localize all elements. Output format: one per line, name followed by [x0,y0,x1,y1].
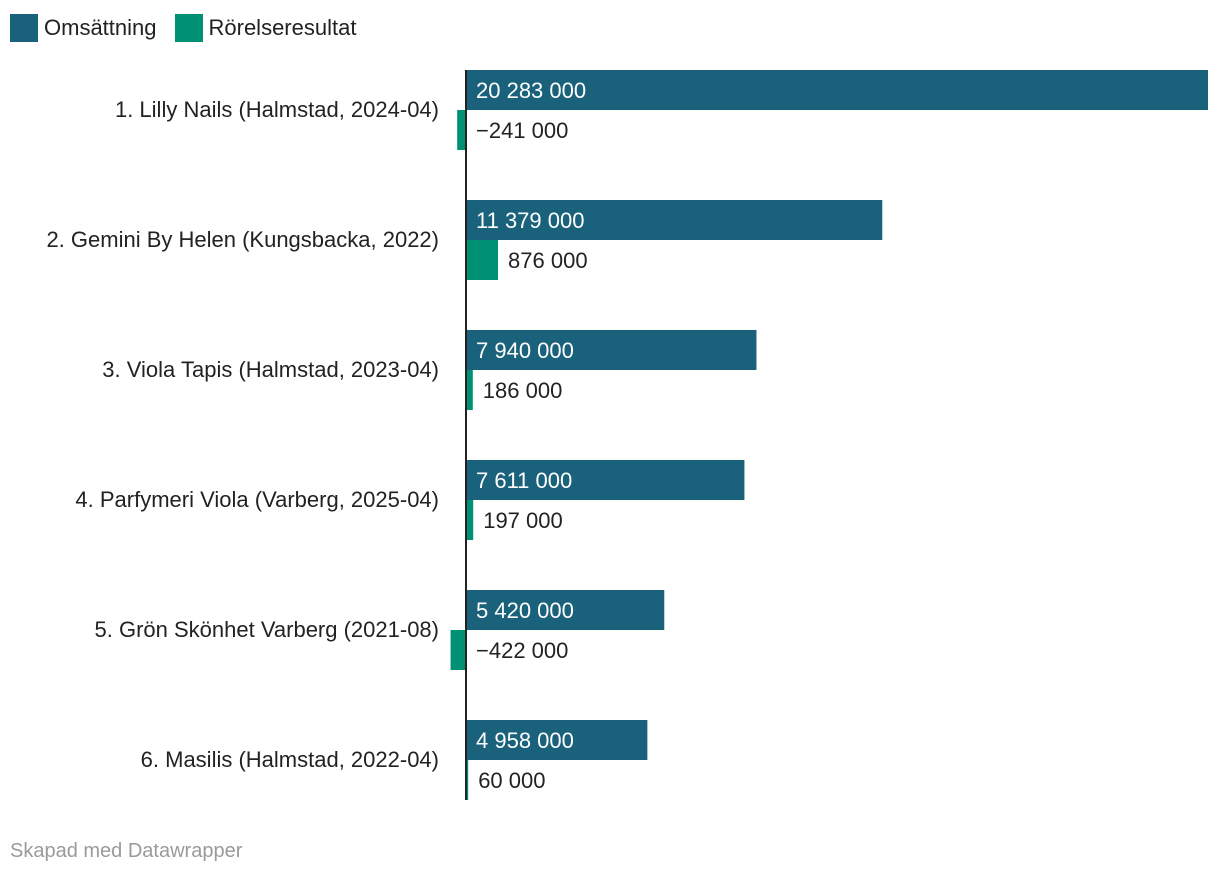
value-label-omsattning: 20 283 000 [476,78,586,103]
value-label-omsattning: 5 420 000 [476,598,574,623]
legend-item-omsattning: Omsättning [10,14,157,42]
chart-legend: Omsättning Rörelseresultat [10,14,374,42]
bar-rorelseresultat [450,630,466,670]
value-label-omsattning: 4 958 000 [476,728,574,753]
bar-rorelseresultat [466,760,469,800]
category-label: 4. Parfymeri Viola (Varberg, 2025-04) [75,487,439,512]
value-label-rorelseresultat: 186 000 [483,378,563,403]
category-label: 1. Lilly Nails (Halmstad, 2024-04) [115,97,439,122]
category-label: 6. Masilis (Halmstad, 2022-04) [141,747,439,772]
bar-omsattning [466,330,757,370]
legend-swatch-rorelseresultat [174,14,203,42]
legend-label-omsattning: Omsättning [44,15,157,40]
category-label: 3. Viola Tapis (Halmstad, 2023-04) [102,357,439,382]
bar-omsattning [466,590,665,630]
value-label-omsattning: 7 611 000 [476,468,572,493]
bar-omsattning [466,200,883,240]
legend-swatch-omsattning [10,14,38,42]
value-label-rorelseresultat: 60 000 [478,768,545,793]
category-label: 5. Grön Skönhet Varberg (2021-08) [95,617,439,642]
category-label: 2. Gemini By Helen (Kungsbacka, 2022) [46,227,439,252]
bar-rorelseresultat [466,370,473,410]
value-label-omsattning: 7 940 000 [476,338,574,363]
bar-omsattning [466,460,745,500]
value-label-rorelseresultat: −241 000 [476,118,568,143]
value-label-rorelseresultat: −422 000 [476,638,568,663]
value-label-rorelseresultat: 197 000 [483,508,563,533]
value-label-omsattning: 11 379 000 [476,208,584,233]
bar-rorelseresultat [457,110,466,150]
bar-omsattning [466,70,1208,110]
credit-footer: Skapad med Datawrapper [10,840,243,862]
bar-rorelseresultat [466,240,499,280]
bar-omsattning [466,720,648,760]
bar-rorelseresultat [466,500,474,540]
bar-chart: 1. Lilly Nails (Halmstad, 2024-04) 20 283… [46,70,1208,800]
legend-label-rorelseresultat: Rörelseresultat [208,15,357,40]
value-label-rorelseresultat: 876 000 [508,248,588,273]
legend-item-rorelseresultat: Rörelseresultat [174,14,357,42]
